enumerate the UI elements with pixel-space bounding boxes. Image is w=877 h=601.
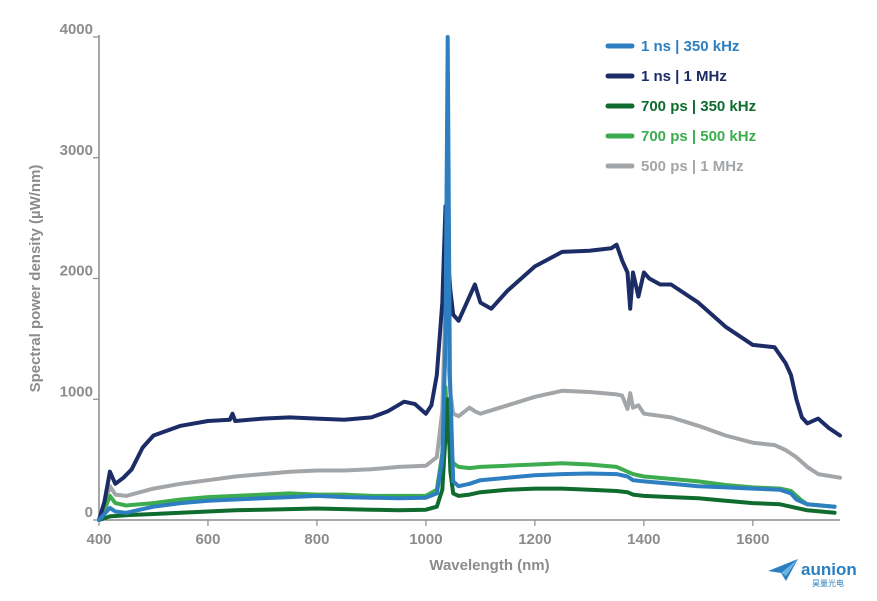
- legend: 1 ns | 350 kHz 1 ns | 1 MHz 700 ps | 350 k…: [605, 38, 756, 175]
- series-line-2: [97, 397, 837, 522]
- legend-label-1: 1 ns | 1 MHz: [641, 68, 727, 85]
- legend-label-2: 700 ps | 350 kHz: [641, 98, 756, 115]
- paper-plane-fold-icon: [781, 559, 798, 576]
- x-tick-label: 1000: [409, 531, 442, 548]
- legend-label-3: 700 ps | 500 kHz: [641, 128, 756, 145]
- x-tick-label: 400: [86, 531, 111, 548]
- brand-logo: aunion 昊量光电: [768, 559, 857, 588]
- logo-text: aunion: [801, 560, 857, 579]
- y-tick-label: 0: [85, 504, 93, 521]
- plot-area: [97, 35, 842, 522]
- series-line-0: [97, 35, 837, 522]
- legend-label-0: 1 ns | 350 kHz: [641, 38, 739, 55]
- x-tick-label: 1400: [627, 531, 660, 548]
- x-tick-label: 1600: [736, 531, 769, 548]
- series-line-1: [97, 204, 842, 522]
- y-axis-title: Spectral power density (µW/nm): [27, 165, 44, 393]
- y-tick-label: 3000: [60, 142, 93, 159]
- y-tick-label: 4000: [60, 21, 93, 38]
- x-tick-label: 800: [304, 531, 329, 548]
- logo-subtitle: 昊量光电: [812, 578, 844, 588]
- series-line-4: [97, 300, 842, 522]
- y-tick-label: 1000: [60, 383, 93, 400]
- axes: 400 600 800 1000 1200 1400 1600 0 1000 2000 3000 40…: [27, 21, 840, 574]
- x-tick-label: 1200: [518, 531, 551, 548]
- y-tick-label: 2000: [60, 263, 93, 280]
- legend-label-4: 500 ps | 1 MHz: [641, 158, 744, 175]
- x-axis-title: Wavelength (nm): [429, 557, 549, 574]
- paper-plane-icon: [768, 559, 798, 581]
- x-tick-label: 600: [195, 531, 220, 548]
